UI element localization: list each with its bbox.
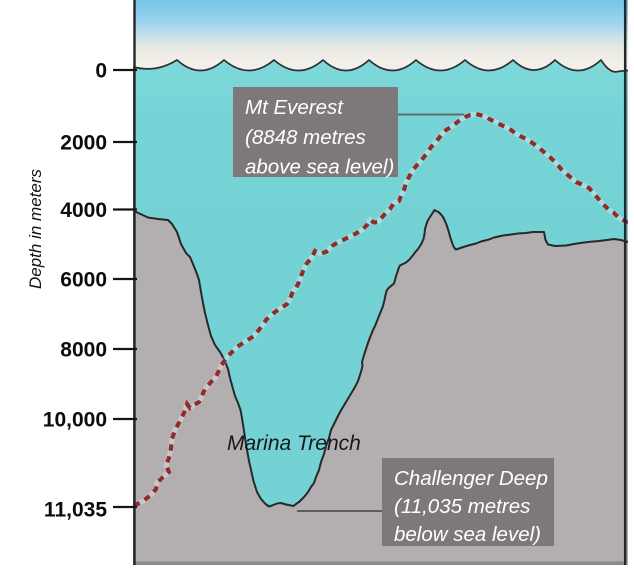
- svg-text:11,035: 11,035: [44, 499, 107, 522]
- svg-text:4000: 4000: [60, 199, 107, 222]
- svg-text:2000: 2000: [60, 132, 107, 155]
- svg-text:8000: 8000: [60, 339, 107, 362]
- svg-text:0: 0: [95, 60, 107, 83]
- svg-text:(11,035 metres: (11,035 metres: [394, 495, 530, 518]
- svg-text:above sea level): above sea level): [245, 156, 394, 179]
- svg-text:6000: 6000: [60, 269, 107, 292]
- svg-text:below sea level): below sea level): [394, 523, 541, 546]
- svg-text:(8848 metres: (8848 metres: [245, 126, 366, 149]
- svg-text:10,000: 10,000: [43, 409, 107, 432]
- svg-text:Challenger Deep: Challenger Deep: [394, 467, 548, 490]
- svg-text:Depth in meters: Depth in meters: [26, 169, 45, 289]
- svg-text:Mt Everest: Mt Everest: [245, 96, 344, 119]
- svg-text:Marina Trench: Marina Trench: [227, 432, 361, 455]
